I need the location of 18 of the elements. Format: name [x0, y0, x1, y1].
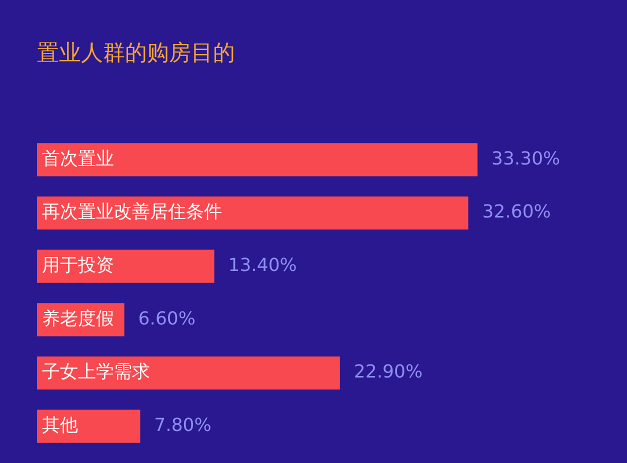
chart-title: 置业人群的购房目的	[37, 40, 235, 68]
y-tick-label: 首次置业	[42, 148, 114, 170]
data-label: 7.80%	[154, 415, 212, 436]
data-label: 22.90%	[354, 362, 423, 383]
data-label: 33.30%	[492, 148, 560, 170]
bar	[37, 250, 214, 283]
bar	[37, 410, 140, 443]
y-tick-label: 用于投资	[42, 255, 114, 276]
y-tick-label: 养老度假	[42, 308, 114, 330]
bar	[37, 196, 468, 230]
bar	[37, 143, 478, 176]
data-label: 6.60%	[138, 308, 196, 330]
y-tick-label: 其他	[42, 415, 78, 436]
data-label: 32.60%	[482, 202, 551, 223]
data-label: 13.40%	[228, 255, 297, 276]
y-tick-label: 子女上学需求	[42, 362, 150, 383]
bar	[37, 356, 340, 390]
y-tick-label: 再次置业改善居住条件	[42, 202, 222, 223]
